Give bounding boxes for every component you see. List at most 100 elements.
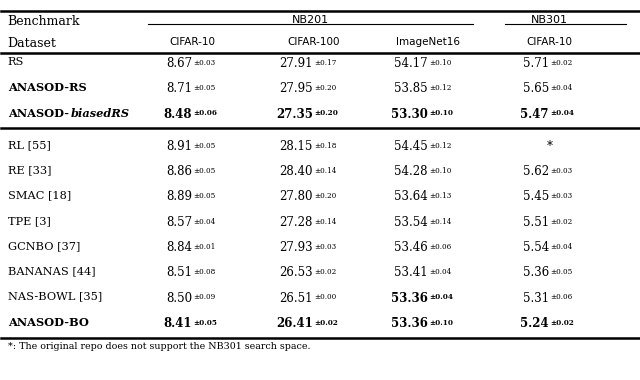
Text: 27.28: 27.28 bbox=[280, 216, 313, 229]
Text: ±0.03: ±0.03 bbox=[550, 192, 572, 200]
Text: 8.89: 8.89 bbox=[166, 190, 192, 203]
Text: GCNBO [37]: GCNBO [37] bbox=[8, 241, 80, 251]
Text: RL [55]: RL [55] bbox=[8, 140, 51, 150]
Text: ±0.14: ±0.14 bbox=[429, 218, 451, 226]
Text: ±0.13: ±0.13 bbox=[429, 192, 451, 200]
Text: 5.47: 5.47 bbox=[520, 108, 548, 120]
Text: ±0.10: ±0.10 bbox=[429, 59, 451, 67]
Text: 5.71: 5.71 bbox=[523, 57, 548, 70]
Text: CIFAR-10: CIFAR-10 bbox=[526, 37, 572, 48]
Text: 28.15: 28.15 bbox=[280, 140, 313, 153]
Text: 27.80: 27.80 bbox=[280, 190, 313, 203]
Text: ±0.02: ±0.02 bbox=[550, 59, 572, 67]
Text: ±0.12: ±0.12 bbox=[429, 142, 451, 150]
Text: 5.54: 5.54 bbox=[522, 241, 548, 254]
Text: ±0.05: ±0.05 bbox=[193, 142, 216, 150]
Text: ±0.08: ±0.08 bbox=[193, 268, 216, 276]
Text: ±0.14: ±0.14 bbox=[314, 218, 337, 226]
Text: ±0.02: ±0.02 bbox=[550, 319, 574, 327]
Text: 27.93: 27.93 bbox=[280, 241, 313, 254]
Text: 53.36: 53.36 bbox=[391, 291, 428, 305]
Text: RE [33]: RE [33] bbox=[8, 165, 51, 175]
Text: 53.30: 53.30 bbox=[391, 108, 428, 120]
Text: Benchmark: Benchmark bbox=[8, 14, 80, 28]
Text: ±0.01: ±0.01 bbox=[193, 243, 216, 251]
Text: 8.91: 8.91 bbox=[166, 140, 192, 153]
Text: ±0.14: ±0.14 bbox=[314, 167, 337, 175]
Text: 8.71: 8.71 bbox=[166, 82, 192, 95]
Text: 26.53: 26.53 bbox=[280, 266, 313, 279]
Text: ±0.04: ±0.04 bbox=[550, 109, 574, 117]
Text: 8.86: 8.86 bbox=[166, 165, 192, 178]
Text: 53.41: 53.41 bbox=[394, 266, 428, 279]
Text: RS: RS bbox=[8, 57, 24, 67]
Text: ±0.05: ±0.05 bbox=[193, 319, 217, 327]
Text: ±0.02: ±0.02 bbox=[314, 268, 337, 276]
Text: ±0.06: ±0.06 bbox=[550, 293, 572, 301]
Text: 8.67: 8.67 bbox=[166, 57, 192, 70]
Text: 53.46: 53.46 bbox=[394, 241, 428, 254]
Text: SMAC [18]: SMAC [18] bbox=[8, 190, 71, 201]
Text: 28.40: 28.40 bbox=[280, 165, 313, 178]
Text: ±0.18: ±0.18 bbox=[314, 142, 337, 150]
Text: 5.45: 5.45 bbox=[522, 190, 548, 203]
Text: ANASOD-: ANASOD- bbox=[8, 108, 68, 119]
Text: 8.50: 8.50 bbox=[166, 291, 192, 305]
Text: 27.35: 27.35 bbox=[276, 108, 313, 120]
Text: ±0.20: ±0.20 bbox=[314, 84, 337, 92]
Text: 53.85: 53.85 bbox=[394, 82, 428, 95]
Text: 5.51: 5.51 bbox=[523, 216, 548, 229]
Text: ±0.17: ±0.17 bbox=[314, 59, 337, 67]
Text: NB201: NB201 bbox=[292, 14, 329, 25]
Text: BANANAS [44]: BANANAS [44] bbox=[8, 266, 95, 276]
Text: 27.91: 27.91 bbox=[280, 57, 313, 70]
Text: ±0.10: ±0.10 bbox=[429, 167, 451, 175]
Text: ImageNet16: ImageNet16 bbox=[396, 37, 460, 48]
Text: ±0.05: ±0.05 bbox=[193, 84, 216, 92]
Text: ±0.04: ±0.04 bbox=[550, 243, 572, 251]
Text: TPE [3]: TPE [3] bbox=[8, 216, 51, 226]
Text: 5.31: 5.31 bbox=[523, 291, 548, 305]
Text: 8.51: 8.51 bbox=[166, 266, 192, 279]
Text: 54.17: 54.17 bbox=[394, 57, 428, 70]
Text: *: * bbox=[547, 140, 552, 153]
Text: ±0.05: ±0.05 bbox=[193, 167, 216, 175]
Text: ±0.20: ±0.20 bbox=[314, 192, 337, 200]
Text: ±0.00: ±0.00 bbox=[314, 293, 337, 301]
Text: ±0.10: ±0.10 bbox=[429, 319, 453, 327]
Text: 54.45: 54.45 bbox=[394, 140, 428, 153]
Text: ±0.02: ±0.02 bbox=[550, 218, 572, 226]
Text: 53.54: 53.54 bbox=[394, 216, 428, 229]
Text: ±0.03: ±0.03 bbox=[550, 167, 572, 175]
Text: CIFAR-10: CIFAR-10 bbox=[170, 37, 216, 48]
Text: ±0.04: ±0.04 bbox=[193, 218, 216, 226]
Text: 8.84: 8.84 bbox=[166, 241, 192, 254]
Text: ±0.03: ±0.03 bbox=[314, 243, 337, 251]
Text: ±0.20: ±0.20 bbox=[314, 109, 338, 117]
Text: ±0.05: ±0.05 bbox=[193, 192, 216, 200]
Text: ±0.04: ±0.04 bbox=[429, 293, 453, 301]
Text: ±0.12: ±0.12 bbox=[429, 84, 451, 92]
Text: 5.36: 5.36 bbox=[522, 266, 548, 279]
Text: ANASOD-RS: ANASOD-RS bbox=[8, 82, 86, 93]
Text: 54.28: 54.28 bbox=[394, 165, 428, 178]
Text: NAS-BOWL [35]: NAS-BOWL [35] bbox=[8, 291, 102, 302]
Text: ±0.03: ±0.03 bbox=[193, 59, 215, 67]
Text: 8.57: 8.57 bbox=[166, 216, 192, 229]
Text: 5.65: 5.65 bbox=[522, 82, 548, 95]
Text: ±0.04: ±0.04 bbox=[550, 84, 572, 92]
Text: 8.41: 8.41 bbox=[163, 317, 192, 330]
Text: 8.48: 8.48 bbox=[163, 108, 192, 120]
Text: 27.95: 27.95 bbox=[280, 82, 313, 95]
Text: ±0.10: ±0.10 bbox=[429, 109, 453, 117]
Text: 5.24: 5.24 bbox=[520, 317, 548, 330]
Text: 5.62: 5.62 bbox=[523, 165, 548, 178]
Text: ±0.06: ±0.06 bbox=[429, 243, 451, 251]
Text: ±0.02: ±0.02 bbox=[314, 319, 338, 327]
Text: ±0.09: ±0.09 bbox=[193, 293, 216, 301]
Text: Dataset: Dataset bbox=[8, 37, 56, 50]
Text: ±0.04: ±0.04 bbox=[429, 268, 451, 276]
Text: 53.64: 53.64 bbox=[394, 190, 428, 203]
Text: ±0.05: ±0.05 bbox=[550, 268, 572, 276]
Text: ±0.06: ±0.06 bbox=[193, 109, 217, 117]
